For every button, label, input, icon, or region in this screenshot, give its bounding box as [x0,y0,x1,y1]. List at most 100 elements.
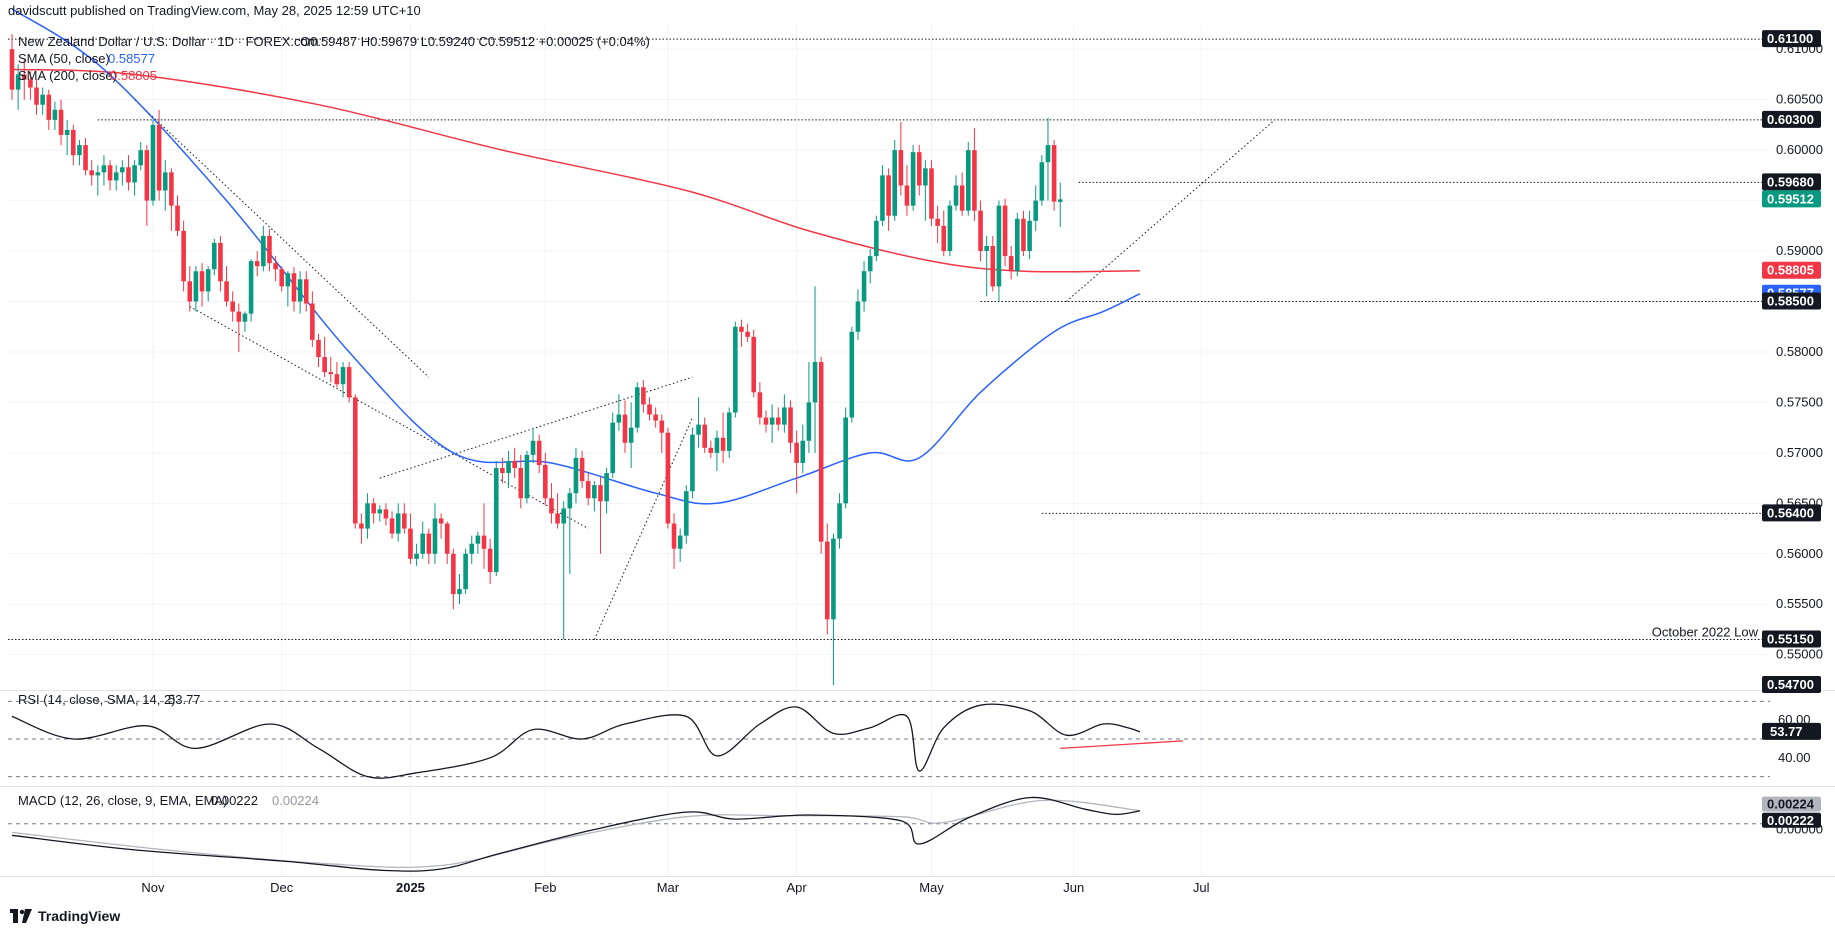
candle[interactable] [193,266,199,312]
candle[interactable] [647,397,652,421]
candle[interactable] [426,528,432,564]
candle[interactable] [622,400,628,453]
candle[interactable] [346,362,352,403]
candle[interactable] [561,501,566,640]
trendline[interactable] [379,376,693,479]
candle[interactable] [824,523,830,635]
candle[interactable] [549,483,554,524]
candle[interactable] [849,326,855,423]
candle[interactable] [1027,210,1032,260]
candle[interactable] [242,311,248,332]
macd-signal-line[interactable] [11,799,1140,868]
candle[interactable] [487,538,493,585]
candle[interactable] [775,407,781,431]
candle[interactable] [340,362,346,398]
macd-legend-label[interactable]: MACD (12, 26, close, 9, EMA, EMA) [18,793,228,808]
candle[interactable] [874,215,879,262]
candle[interactable] [861,261,867,312]
candle[interactable] [1033,185,1039,231]
candle[interactable] [395,503,401,542]
candle[interactable] [867,249,873,284]
candle[interactable] [530,427,536,463]
candle[interactable] [610,412,616,479]
candle[interactable] [720,412,726,463]
candle[interactable] [573,447,579,504]
candle[interactable] [769,404,775,443]
candle[interactable] [95,165,101,196]
candle[interactable] [402,503,407,534]
candle[interactable] [267,228,272,272]
candle[interactable] [831,533,836,685]
candle[interactable] [120,160,125,186]
candle[interactable] [690,427,695,499]
candle[interactable] [592,481,597,512]
candle[interactable] [101,155,107,186]
candle[interactable] [708,440,714,458]
candle[interactable] [763,410,769,433]
candle[interactable] [739,319,744,347]
candle[interactable] [230,291,235,322]
candle[interactable] [978,200,983,262]
sma50-line[interactable] [11,8,1141,505]
candle[interactable] [800,424,806,474]
candle[interactable] [371,498,376,524]
candle[interactable] [21,59,27,100]
trendline[interactable] [134,99,430,378]
candle[interactable] [285,271,291,307]
candle[interactable] [444,521,450,564]
candle[interactable] [1045,117,1051,201]
candle[interactable] [475,531,481,554]
sma200-line[interactable] [11,68,1140,273]
candle[interactable] [984,235,989,297]
candles[interactable] [9,34,1063,685]
candle[interactable] [947,200,953,257]
candle[interactable] [408,513,413,564]
candle[interactable] [438,513,444,539]
candle[interactable] [524,450,530,504]
candle[interactable] [959,172,965,216]
candle[interactable] [500,457,505,484]
candle[interactable] [211,238,217,276]
candle[interactable] [261,225,266,272]
candle[interactable] [1015,212,1020,277]
time-axis[interactable]: Nov Dec 2025 Feb Mar Apr May Jun Jul [141,880,1209,895]
candle[interactable] [855,289,861,340]
candle[interactable] [923,160,928,221]
candle[interactable] [205,266,211,302]
candle[interactable] [567,488,573,574]
candle[interactable] [628,402,634,468]
candle[interactable] [1021,210,1026,257]
candle[interactable] [929,160,934,226]
candle[interactable] [880,165,885,226]
candle[interactable] [616,394,622,431]
candle[interactable] [248,259,254,322]
candle[interactable] [916,145,922,196]
candle[interactable] [604,468,609,514]
candle[interactable] [659,414,665,453]
symbol-title[interactable]: New Zealand Dollar / U.S. Dollar · 1D · … [18,34,319,49]
candle[interactable] [1051,140,1057,211]
candle[interactable] [58,99,64,146]
candle[interactable] [359,513,364,544]
candle[interactable] [322,336,327,378]
candle[interactable] [543,452,548,506]
candle[interactable] [107,160,113,191]
candle[interactable] [432,503,438,564]
candle[interactable] [1057,182,1063,227]
candle[interactable] [1008,246,1014,280]
candle[interactable] [751,329,757,398]
candle[interactable] [9,34,15,100]
candle[interactable] [77,140,82,166]
candle[interactable] [389,511,395,539]
candle[interactable] [132,160,137,196]
candle[interactable] [15,64,21,110]
trendline[interactable] [593,417,693,640]
candle[interactable] [782,394,787,433]
candle[interactable] [996,200,1002,302]
candle[interactable] [144,145,150,226]
candle[interactable] [898,121,904,196]
candle[interactable] [365,493,370,539]
candle[interactable] [126,155,131,191]
candle[interactable] [291,267,297,312]
candle[interactable] [273,256,278,282]
